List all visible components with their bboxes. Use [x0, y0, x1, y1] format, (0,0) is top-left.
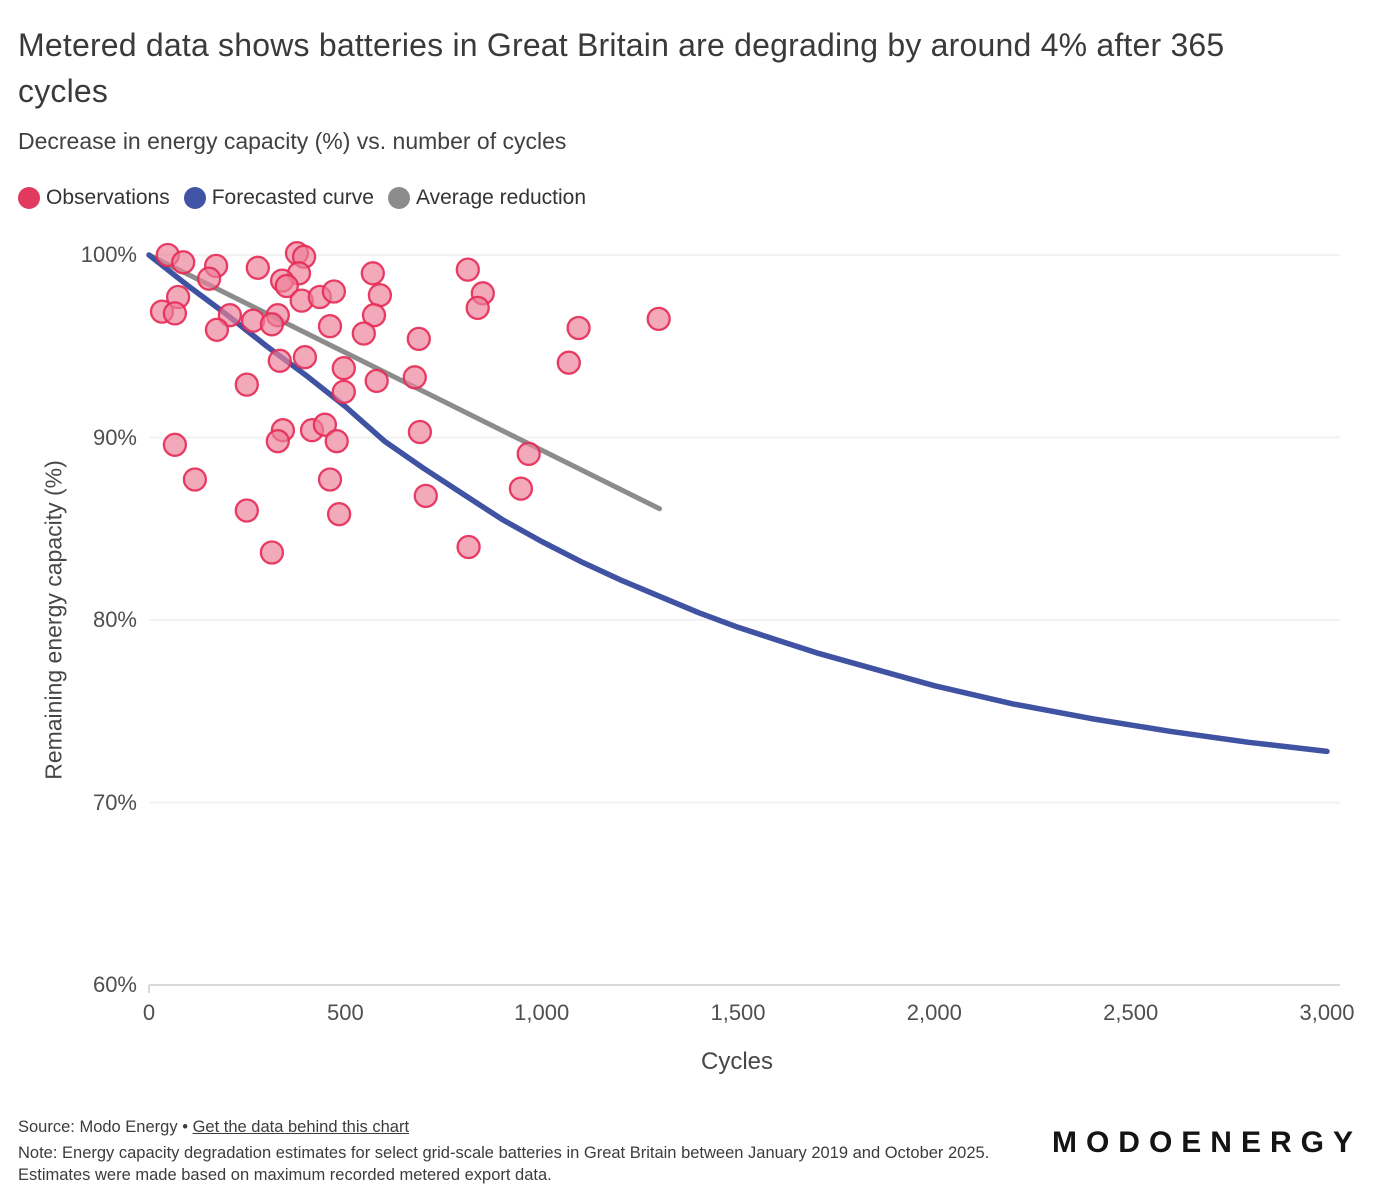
observation-point [259, 540, 285, 565]
observation-point [508, 476, 534, 501]
note-line: Note: Energy capacity degradation estima… [18, 1144, 990, 1185]
observation-point [407, 419, 433, 445]
observation-point [162, 301, 188, 326]
observation-point [402, 365, 427, 390]
observation-point [331, 379, 356, 405]
observation-point [456, 534, 481, 560]
y-tick-label: 60% [92, 972, 137, 997]
legend-label-forecasted-curve: Forecasted curve [211, 186, 374, 209]
chart-subtitle: Decrease in energy capacity (%) vs. numb… [18, 128, 567, 154]
y-tick-label: 100% [80, 242, 137, 267]
observation-point [413, 483, 438, 509]
x-tick-label: 3,000 [1299, 1000, 1355, 1025]
observations-dot-icon [18, 187, 40, 209]
x-tick-label: 500 [326, 1000, 364, 1025]
observation-point [465, 295, 490, 321]
observation-point [182, 467, 208, 492]
legend-label-average-reduction: Average reduction [415, 186, 587, 209]
observation-point [360, 261, 385, 286]
observation-point [321, 279, 347, 304]
observation-point [351, 321, 376, 346]
observation-point [267, 348, 292, 373]
observation-point [326, 502, 352, 527]
observation-point [556, 350, 581, 375]
observation-point [324, 429, 349, 454]
observation-point [312, 412, 338, 437]
observation-point [367, 283, 393, 308]
observation-point [455, 257, 480, 282]
observation-point [331, 356, 356, 381]
x-tick-label: 2,500 [1103, 1000, 1159, 1025]
observation-point [245, 255, 270, 280]
observation-point [162, 432, 188, 457]
observation-point [259, 312, 285, 337]
y-tick-label: 90% [92, 424, 137, 450]
legend-label-observations: Observations [46, 186, 170, 209]
observation-point [566, 315, 591, 341]
observation-point [646, 306, 671, 332]
forecasted-curve-line [146, 252, 1330, 755]
observation-point [361, 303, 387, 328]
brand-logo: MODOENERGY [1051, 1126, 1362, 1159]
legend-item-observations[interactable]: Observations [18, 186, 170, 210]
observation-point [204, 317, 230, 342]
observation-point [406, 326, 431, 352]
observation-point [317, 314, 343, 339]
y-tick-label: 80% [92, 607, 137, 632]
average-reduction-dot-icon [387, 187, 410, 209]
observation-point [196, 266, 222, 291]
observation-point [171, 250, 196, 275]
data-link[interactable]: Get the data behind this chart [192, 1118, 410, 1136]
legend-item-average-reduction[interactable]: Average reduction [387, 186, 587, 210]
observation-point [265, 429, 290, 454]
x-tick-label: 2,000 [906, 1000, 962, 1025]
x-axis-title: Cycles [700, 1048, 774, 1075]
observation-point [364, 368, 389, 394]
source-text: Source: Modo Energy [18, 1118, 178, 1136]
x-tick-label: 1,500 [710, 1000, 766, 1025]
observation-point [516, 441, 541, 467]
y-tick-label: 70% [92, 789, 137, 815]
x-tick-label: 0 [142, 1000, 156, 1025]
source-separator: • [182, 1118, 188, 1136]
observation-point [234, 372, 259, 397]
legend: Observations Forecasted curve Average re… [18, 186, 586, 210]
forecasted-curve-dot-icon [183, 187, 206, 209]
chart-title: Metered data shows batteries in Great Br… [18, 27, 1225, 110]
y-axis-title: Remaining energy capacity (%) [40, 460, 67, 780]
observation-point [317, 467, 343, 492]
observation-point [234, 498, 259, 523]
legend-item-forecasted-curve[interactable]: Forecasted curve [183, 186, 374, 210]
source-line: Source: Modo Energy • Get the data behin… [18, 1118, 409, 1137]
x-tick-label: 1,000 [514, 1000, 570, 1025]
observation-point [274, 273, 299, 299]
observation-point [292, 345, 318, 370]
